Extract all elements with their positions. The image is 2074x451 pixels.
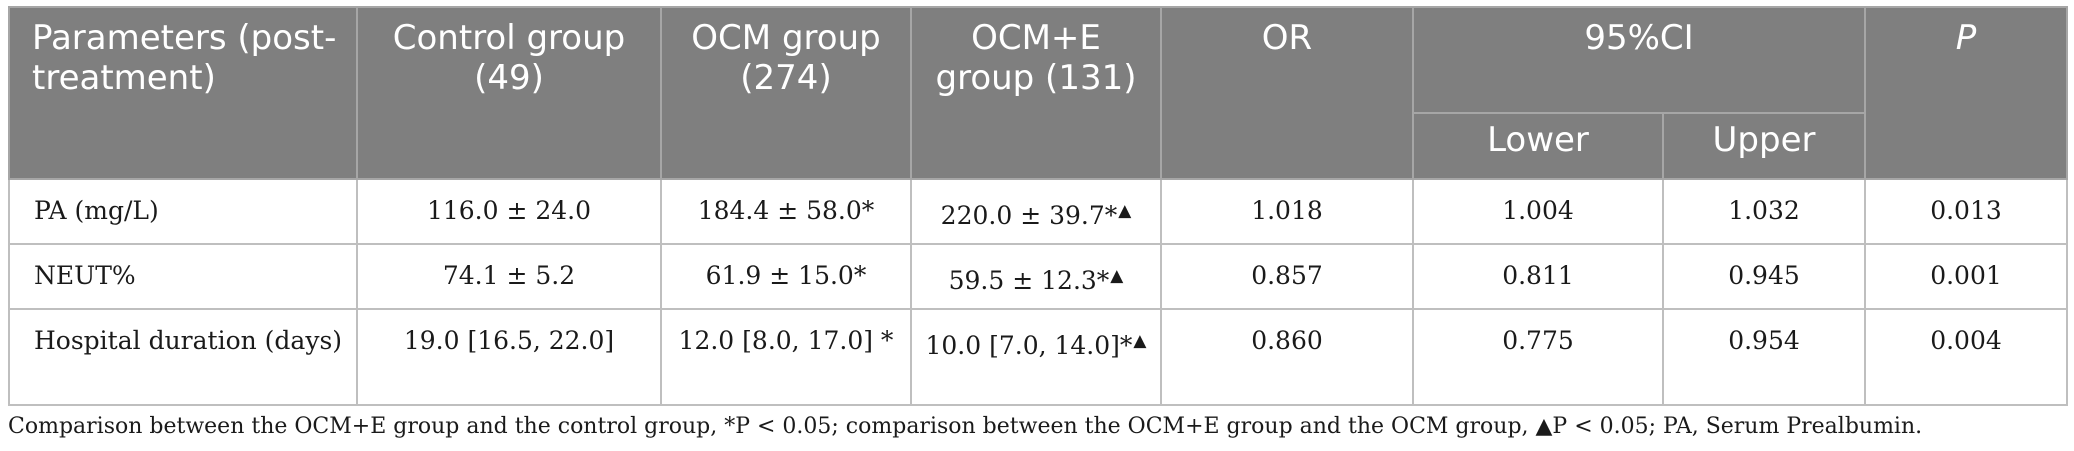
results-table: Parameters (post-treatment) Control grou…: [8, 6, 2068, 406]
header-control-group: Control group (49): [356, 6, 662, 180]
triangle-marker: ▲: [1118, 201, 1132, 221]
row-ci-lower-value: 0.811: [1412, 243, 1664, 310]
row-p-value: 0.013: [1864, 178, 2068, 245]
table-row: PA (mg/L) 116.0 ± 24.0 184.4 ± 58.0* 220…: [8, 178, 2068, 245]
row-ci-lower-value: 1.004: [1412, 178, 1664, 245]
row-parameter: PA (mg/L): [8, 178, 358, 245]
row-ci-upper-value: 0.954: [1662, 308, 1866, 406]
header-ocm-e-group: OCM+E group (131): [910, 6, 1162, 180]
row-or-value: 0.857: [1160, 243, 1414, 310]
row-ocm-e-value: 220.0 ± 39.7*: [940, 201, 1118, 230]
table-footnote: Comparison between the OCM+E group and t…: [8, 414, 1923, 439]
row-control-value: 19.0 [16.5, 22.0]: [356, 308, 662, 406]
table-row: Hospital duration (days) 19.0 [16.5, 22.…: [8, 308, 2068, 406]
row-parameter: NEUT%: [8, 243, 358, 310]
row-control-value: 116.0 ± 24.0: [356, 178, 662, 245]
row-parameter: Hospital duration (days): [8, 308, 358, 406]
row-ci-upper-value: 0.945: [1662, 243, 1866, 310]
row-ocm-e-cell: 220.0 ± 39.7*▲: [910, 178, 1162, 245]
row-ocm-e-cell: 10.0 [7.0, 14.0]*▲: [910, 308, 1162, 406]
row-p-value: 0.004: [1864, 308, 2068, 406]
triangle-marker: ▲: [1133, 331, 1147, 351]
row-ocm-e-cell: 59.5 ± 12.3*▲: [910, 243, 1162, 310]
row-or-value: 1.018: [1160, 178, 1414, 245]
row-ci-upper-value: 1.032: [1662, 178, 1866, 245]
triangle-marker: ▲: [1110, 266, 1124, 286]
table-row: NEUT% 74.1 ± 5.2 61.9 ± 15.0* 59.5 ± 12.…: [8, 243, 2068, 310]
row-ocm-e-value: 10.0 [7.0, 14.0]*: [925, 331, 1133, 360]
row-or-value: 0.860: [1160, 308, 1414, 406]
row-ocm-value: 61.9 ± 15.0*: [660, 243, 912, 310]
header-ci-upper: Upper: [1662, 112, 1866, 180]
header-ocm-group: OCM group (274): [660, 6, 912, 180]
row-ocm-e-value: 59.5 ± 12.3*: [948, 266, 1110, 295]
header-parameters: Parameters (post-treatment): [8, 6, 358, 180]
row-p-value: 0.001: [1864, 243, 2068, 310]
header-ci-lower: Lower: [1412, 112, 1664, 180]
row-ocm-value: 184.4 ± 58.0*: [660, 178, 912, 245]
row-ocm-value: 12.0 [8.0, 17.0] *: [660, 308, 912, 406]
header-p-value: P: [1864, 6, 2068, 180]
row-ci-lower-value: 0.775: [1412, 308, 1664, 406]
header-or: OR: [1160, 6, 1414, 180]
header-95ci: 95%CI: [1412, 6, 1866, 114]
row-control-value: 74.1 ± 5.2: [356, 243, 662, 310]
